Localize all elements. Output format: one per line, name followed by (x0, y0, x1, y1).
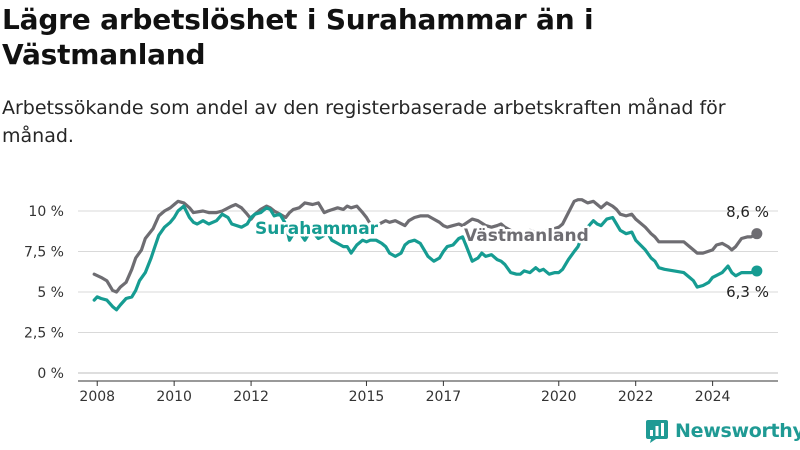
x-tick-label: 2020 (541, 389, 577, 405)
chart-title: Lägre arbetslöshet i Surahammar än i Väs… (2, 3, 594, 71)
x-tick-label: 2017 (426, 389, 462, 405)
newsworthy-logo: Newsworthy (645, 419, 800, 443)
y-tick-label: 2,5 % (24, 326, 64, 342)
x-tick-label: 2015 (349, 389, 385, 405)
x-tick-label: 2022 (618, 389, 654, 405)
x-tick-label: 2012 (233, 389, 269, 405)
newsworthy-logo-icon (646, 420, 668, 443)
chart-subtitle: Arbetssökande som andel av den registerb… (2, 97, 726, 147)
series-label-vastmanland: Västmanland (464, 226, 589, 246)
series-line-surahammar (92, 204, 759, 312)
x-tick-label: 2024 (695, 389, 731, 405)
end-value-label-surahammar: 6,3 % (726, 283, 769, 301)
series-label-surahammar: Surahammar (255, 219, 379, 239)
gridlines: 0 % 2,5 % 5 % 7,5 % 10 % (24, 204, 778, 382)
series-label-surahammar-halo: Surahammar (255, 219, 379, 239)
series-line-vastmanland (92, 198, 759, 294)
x-tick-label: 2008 (79, 389, 115, 405)
end-value-label-vastmanland: 8,6 % (726, 203, 769, 221)
series-endpoint-surahammar (751, 265, 763, 277)
newsworthy-logo-text: Newsworthy (675, 420, 800, 442)
series-lines (92, 198, 763, 312)
y-tick-label: 10 % (28, 204, 64, 220)
series-endpoint-vastmanland (751, 228, 763, 240)
x-axis: 2008 2010 2012 2015 2017 2020 2022 2024 (78, 380, 778, 405)
y-tick-label: 7,5 % (24, 245, 64, 261)
y-tick-label: 0 % (37, 366, 64, 382)
x-tick-label: 2010 (156, 389, 192, 405)
series-label-vastmanland-halo: Västmanland (464, 226, 589, 246)
y-tick-label: 5 % (37, 285, 64, 301)
